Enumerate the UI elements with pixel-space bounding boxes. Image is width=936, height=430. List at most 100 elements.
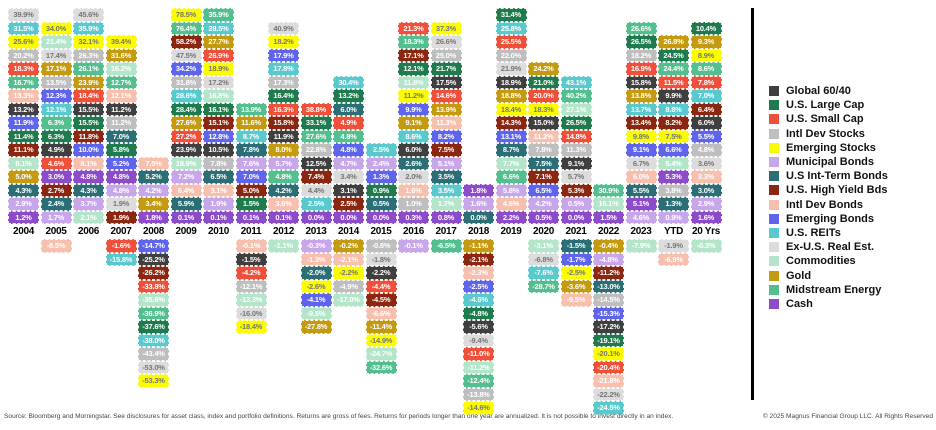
positive-returns-stack: 10.4% 9.3% 8.9% 8.6% 7.8% 7.0% 6.4% 6.0% 5.5% 4.8… [690, 8, 722, 224]
positive-returns-stack: 7.5% 5.2% 4.2% 3.4% 1.8% [138, 8, 169, 224]
return-cell-commodities: 7.7% [495, 156, 527, 170]
return-cell-cash: 0.5% [528, 210, 559, 224]
return-cell-municipalBonds: 7.6% [235, 156, 267, 170]
legend-label: U.S. Large Cap [786, 99, 865, 112]
return-cell-usIntTermBonds: 8.7% [495, 143, 527, 157]
return-cell-gold: 3.4% [138, 197, 169, 211]
column-2014: 30.4% 13.2% 6.0% 4.9% 4.8% 4.8% 4.7% 3.4% 3.1% 2.… [333, 8, 364, 415]
return-cell-emergingBonds: 11.9% [8, 116, 39, 130]
legend-label: Cash [786, 297, 813, 310]
positive-returns-stack: 13.9% 11.6% 8.7% 7.8% 7.6% 7.0% 5.0% 1.5% 0.1% [235, 8, 267, 224]
return-cell-intlDevBonds: 7.5% [138, 156, 169, 170]
return-cell-exUSRealEst: 39.9% [8, 8, 39, 22]
return-cell-commodities: 18.9% [170, 156, 202, 170]
return-cell-emergingBonds: -14.7% [138, 239, 169, 253]
positive-returns-stack: 31.4% 25.8% 25.5% 22.0% 21.9% 18.9% 18.8% 18.4%… [495, 8, 527, 224]
column-2020: 24.2% 21.0% 20.0% 18.3% 15.0% 11.2% 7.8% 7.5% 7.… [528, 8, 559, 415]
return-cell-usSmallCap: -33.8% [138, 279, 169, 293]
return-cell-cash: 0.1% [170, 210, 202, 224]
return-cell-intlDevBonds: 3.1% [203, 183, 234, 197]
return-cell-exUSRealEst: 17.4% [40, 48, 72, 62]
legend-item-usIntTermBonds: U.S Int-Term Bonds [769, 169, 888, 183]
return-cell-midstreamEnergy: -36.9% [138, 306, 169, 320]
return-cell-municipalBonds: 3.7% [73, 197, 104, 211]
return-cell-usIntTermBonds: -13.0% [593, 279, 624, 293]
return-cell-usLargeCap: 24.5% [658, 48, 689, 62]
positive-returns-stack: 26.8% 24.5% 24.4% 11.5% 9.9% 8.8% 8.2% 7.5% 6.6%… [658, 8, 689, 224]
legend-item-municipalBonds: Municipal Bonds [769, 155, 888, 169]
return-cell-intlDevBonds: 8.1% [73, 156, 104, 170]
legend-item-global6040: Global 60/40 [769, 84, 888, 98]
return-cell-commodities: -9.5% [300, 306, 332, 320]
return-cell-midstreamEnergy: 24.4% [658, 62, 689, 76]
return-cell-gold: -0.4% [593, 239, 624, 253]
return-cell-intlDevBonds: -6.9% [658, 252, 689, 266]
legend-item-usLargeCap: U.S. Large Cap [769, 98, 888, 112]
legend-swatch-icon [769, 270, 779, 281]
positive-returns-stack: 26.6% 26.5% 18.2% 16.9% 15.8% 13.8% 13.7% 13.4%… [625, 8, 657, 224]
return-cell-emergingStocks: -2.2% [333, 266, 364, 280]
legend-label: U.S. High Yield Bds [786, 184, 888, 197]
return-cell-intlDevStocks: 22.8% [300, 143, 332, 157]
return-cell-commodities: 2.1% [73, 210, 104, 224]
return-cell-commodities: 21.4% [40, 35, 72, 49]
return-cell-usREITs: 2.5% [300, 197, 332, 211]
negative-returns-stack: -0.1% [398, 239, 429, 253]
return-cell-municipalBonds: 2.9% [8, 197, 39, 211]
return-cell-midstreamEnergy: 40.2% [560, 89, 592, 103]
return-cell-usSmallCap: 20.0% [528, 89, 559, 103]
year-label: 2004 [12, 226, 35, 237]
positive-returns-stack: 2.5% 2.4% 1.3% 0.9% 0.5% 0.0% [365, 8, 397, 224]
return-cell-municipalBonds: 4.2% [528, 197, 559, 211]
negative-returns-stack: -7.9% [625, 239, 657, 253]
legend-item-emergingBonds: Emerging Bonds [769, 212, 888, 226]
return-cell-global6040: 23.9% [170, 143, 202, 157]
legend-item-midstreamEnergy: Midstream Energy [769, 283, 888, 297]
return-cell-commodities: -24.7% [365, 347, 397, 361]
return-cell-midstreamEnergy: 18.3% [398, 35, 429, 49]
return-cell-usHighYieldBds: 7.5% [430, 143, 462, 157]
return-cell-usREITs: -15.8% [105, 252, 137, 266]
return-cell-exUSRealEst: 3.6% [690, 156, 722, 170]
return-cell-global6040: 6.0% [690, 116, 722, 130]
return-cell-usLargeCap: -4.8% [463, 306, 494, 320]
return-cell-usREITs: 17.8% [268, 62, 299, 76]
return-cell-usHighYieldBds: -11.2% [593, 266, 624, 280]
return-cell-midstreamEnergy: 35.9% [203, 8, 234, 22]
return-cell-commodities: 16.1% [593, 197, 624, 211]
return-cell-emergingStocks: 8.9% [690, 48, 722, 62]
return-cell-usIntTermBonds: 4.2% [268, 183, 299, 197]
return-cell-usSmallCap: 25.5% [495, 35, 527, 49]
legend-swatch-icon [769, 213, 779, 224]
return-cell-usSmallCap: 16.9% [625, 62, 657, 76]
return-cell-gold: 8.0% [268, 143, 299, 157]
positive-returns-stack: 30.4% 13.2% 6.0% 4.9% 4.8% 4.8% 4.7% 3.4% 3.1% 2.… [333, 8, 364, 224]
return-cell-midstreamEnergy: -12.4% [463, 374, 494, 388]
return-cell-emergingBonds: 1.3% [365, 170, 397, 184]
year-label: 2010 [207, 226, 230, 237]
year-columns: 39.9% 31.5% 25.6% 20.2% 18.3% 16.7% 13.3% 13.2%… [8, 8, 722, 415]
return-cell-global6040: 15.0% [528, 116, 559, 130]
return-cell-municipalBonds: 4.7% [333, 156, 364, 170]
return-cell-usREITs: 28.6% [170, 89, 202, 103]
return-cell-cash: 1.2% [8, 210, 39, 224]
return-cell-global6040: 9.1% [560, 156, 592, 170]
return-cell-midstreamEnergy: 8.6% [690, 62, 722, 76]
return-cell-midstreamEnergy: 16.7% [8, 75, 39, 89]
return-cell-midstreamEnergy: 6.6% [495, 170, 527, 184]
return-cell-emergingStocks: 78.5% [170, 8, 202, 22]
return-cell-intlDevBonds: 11.3% [430, 116, 462, 130]
return-cell-intlDevBonds: 4.6% [495, 197, 527, 211]
legend-label: Intl Dev Bonds [786, 198, 864, 211]
return-cell-intlDevStocks: -13.8% [463, 387, 494, 401]
return-cell-intlDevStocks: -12.1% [235, 279, 267, 293]
return-cell-cash: 3.0% [40, 170, 72, 184]
legend-swatch-icon [769, 284, 779, 295]
return-cell-usLargeCap: 11.4% [8, 129, 39, 143]
return-cell-usHighYieldBds: -2.1% [463, 252, 494, 266]
return-cell-cash: 0.8% [430, 210, 462, 224]
return-cell-cash: 1.8% [463, 183, 494, 197]
return-cell-emergingBonds: 7.0% [235, 170, 267, 184]
return-cell-usSmallCap: 4.9% [333, 116, 364, 130]
legend-label: Midstream Energy [786, 283, 882, 296]
